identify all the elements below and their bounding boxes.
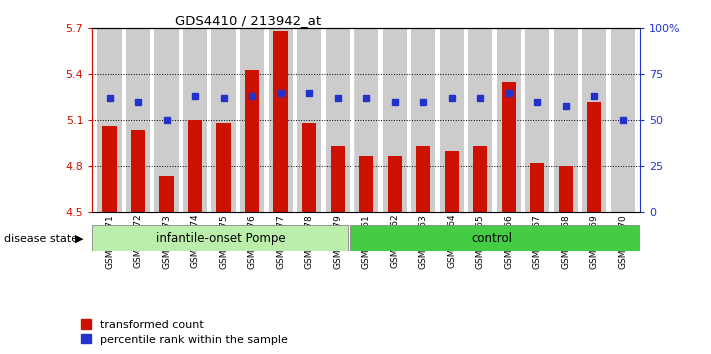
Bar [245, 70, 260, 212]
Bar [154, 28, 178, 212]
Bar [525, 28, 550, 212]
Bar [530, 163, 545, 212]
Bar [496, 28, 521, 212]
Bar [269, 28, 293, 212]
Bar [240, 28, 264, 212]
Bar [126, 28, 150, 212]
Bar [554, 28, 578, 212]
Bar [416, 147, 430, 212]
Bar [216, 124, 231, 212]
Bar [297, 28, 321, 212]
Text: disease state: disease state [4, 234, 77, 244]
Bar [383, 28, 407, 212]
Bar [331, 147, 345, 212]
Legend: transformed count, percentile rank within the sample: transformed count, percentile rank withi… [77, 315, 292, 349]
Bar [582, 28, 606, 212]
Bar [473, 147, 487, 212]
Bar [102, 126, 117, 212]
Bar [159, 176, 173, 212]
Bar [131, 130, 145, 212]
Bar [439, 28, 464, 212]
Bar [188, 120, 202, 212]
Bar [326, 28, 350, 212]
Bar [611, 28, 635, 212]
Bar [211, 28, 236, 212]
Bar [411, 28, 435, 212]
Bar [183, 28, 207, 212]
Bar [97, 28, 122, 212]
Bar [359, 156, 373, 212]
Text: infantile-onset Pompe: infantile-onset Pompe [156, 232, 286, 245]
Text: ▶: ▶ [75, 234, 83, 244]
Bar [354, 28, 378, 212]
Bar [274, 32, 288, 212]
Bar [501, 82, 516, 212]
Text: GDS4410 / 213942_at: GDS4410 / 213942_at [175, 14, 321, 27]
Bar [444, 151, 459, 212]
Bar [559, 166, 573, 212]
Bar [302, 124, 316, 212]
FancyBboxPatch shape [92, 225, 348, 251]
Bar [468, 28, 492, 212]
Bar [387, 156, 402, 212]
Bar [587, 102, 602, 212]
Text: control: control [471, 232, 512, 245]
FancyBboxPatch shape [351, 225, 640, 251]
